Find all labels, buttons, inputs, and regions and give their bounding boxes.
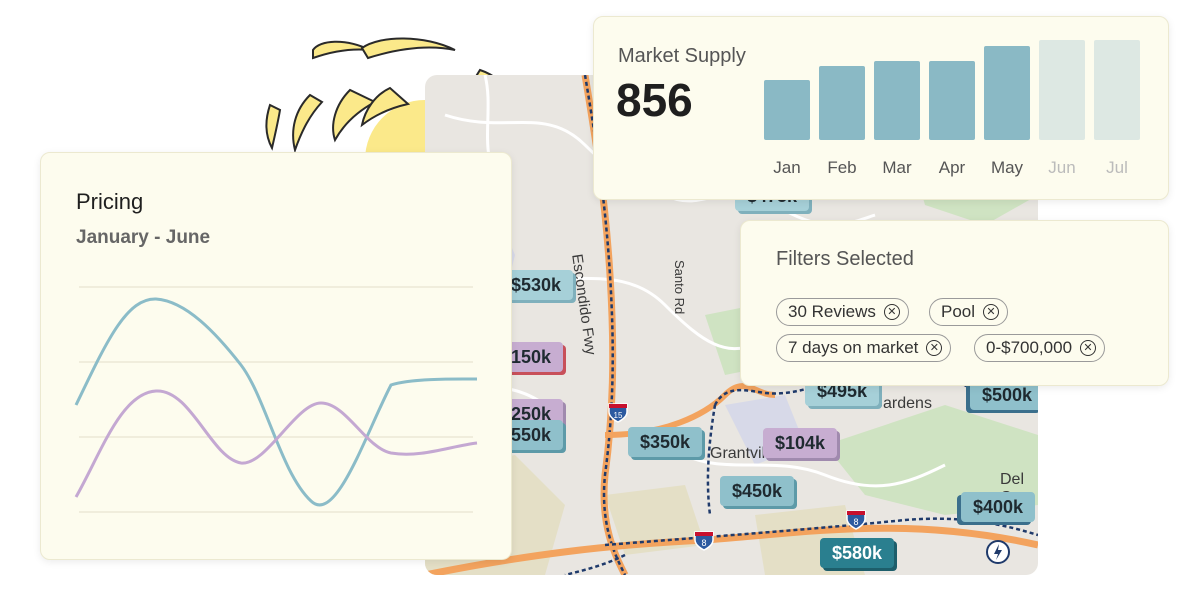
- pricing-card: Pricing January - June: [40, 152, 512, 560]
- supply-month-label: Jul: [1106, 158, 1128, 177]
- map-street-label: Santo Rd: [672, 260, 687, 315]
- route-8-shield-icon: 8: [694, 531, 714, 551]
- supply-month-label: May: [991, 158, 1024, 177]
- pricing-series-1: [74, 297, 478, 507]
- supply-bar-may: [984, 46, 1030, 140]
- filter-chip-label: Pool: [941, 302, 976, 321]
- filters-card: Filters Selected 30 Reviews ✕ Pool ✕ 7 d…: [740, 220, 1169, 386]
- market-supply-label: Market Supply: [618, 45, 746, 67]
- remove-filter-icon[interactable]: ✕: [883, 304, 900, 320]
- market-supply-bar-chart: Jan Feb Mar Apr May Jun Jul: [764, 40, 1140, 177]
- filter-chip-reviews[interactable]: 30 Reviews ✕: [776, 298, 909, 326]
- filters-title: Filters Selected: [776, 248, 914, 270]
- pricing-line-chart: [74, 286, 478, 513]
- route-8-shield-icon: 8: [846, 510, 866, 530]
- supply-bar-jan: [764, 80, 810, 140]
- price-marker[interactable]: $450k: [720, 476, 795, 506]
- supply-month-label: Apr: [939, 158, 966, 177]
- route-8-label: 8: [853, 517, 858, 527]
- market-supply-value: 856: [616, 74, 693, 126]
- filter-chip-label: 0-$700,000: [986, 338, 1073, 357]
- filter-chip-price-range[interactable]: 0-$700,000 ✕: [974, 334, 1106, 362]
- price-marker[interactable]: $350k: [628, 427, 703, 457]
- price-marker[interactable]: $104k: [763, 428, 838, 458]
- filter-chip-days-on-market[interactable]: 7 days on market ✕: [776, 334, 952, 362]
- supply-bar-apr: [929, 61, 975, 140]
- supply-month-label: Mar: [882, 158, 912, 177]
- supply-month-label: Feb: [827, 158, 856, 177]
- filter-chip-label: 30 Reviews: [788, 302, 876, 321]
- remove-filter-icon[interactable]: ✕: [926, 340, 943, 356]
- route-15-shield-icon: 15: [608, 403, 628, 423]
- pricing-series-2: [74, 389, 478, 498]
- price-marker[interactable]: $400k: [961, 492, 1036, 522]
- remove-filter-icon[interactable]: ✕: [983, 304, 1000, 320]
- map-area-label: Grantville: [710, 445, 778, 462]
- compass-icon: [986, 540, 1010, 564]
- supply-bar-mar: [874, 61, 920, 140]
- route-8-label: 8: [701, 538, 706, 548]
- market-supply-card: Market Supply 856 Jan Feb Mar Apr May Jun Jul: [593, 16, 1169, 200]
- remove-filter-icon[interactable]: ✕: [1080, 340, 1097, 356]
- supply-bar-jul: [1094, 40, 1140, 140]
- pricing-date-range: January - June: [76, 227, 211, 248]
- route-15-label: 15: [614, 411, 623, 420]
- supply-bar-feb: [819, 66, 865, 140]
- filter-chip-pool[interactable]: Pool ✕: [929, 298, 1009, 326]
- pricing-title: Pricing: [76, 189, 144, 214]
- supply-month-label: Jan: [773, 158, 800, 177]
- filter-chip-label: 7 days on market: [788, 338, 919, 357]
- supply-bar-jun: [1039, 40, 1085, 140]
- supply-month-label: Jun: [1048, 158, 1075, 177]
- price-marker[interactable]: $580k: [820, 538, 895, 568]
